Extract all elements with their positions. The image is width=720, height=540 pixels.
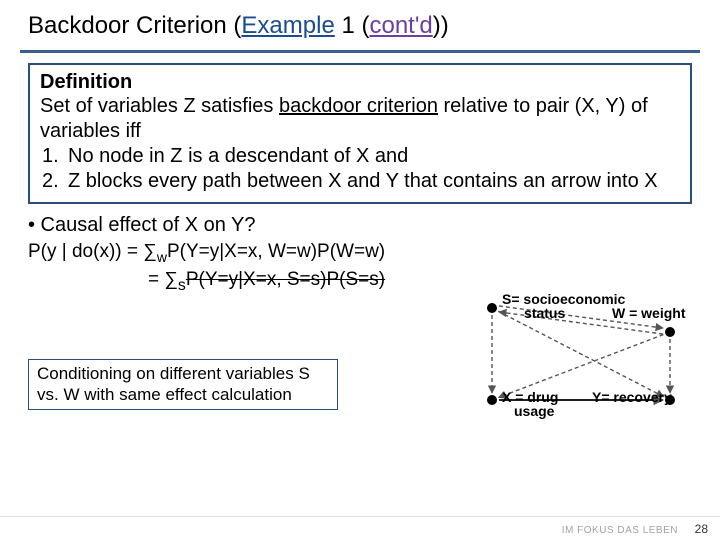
eq2-sigma: ∑ (164, 269, 178, 290)
conditioning-note-box: Conditioning on different variables S vs… (28, 359, 338, 410)
eq1-lhs: P(y | do(x)) = (28, 241, 143, 262)
title-text-b: 1 ( (335, 12, 370, 39)
def-item-1-num: 1. (40, 144, 68, 169)
definition-box: Definition Set of variables Z satisfies … (28, 63, 692, 204)
def-line1-underline: backdoor criterion (279, 95, 438, 117)
label-x-2: usage (514, 404, 554, 419)
label-w: W = weight (612, 306, 686, 321)
causal-graph: S= socioeconomic status W = weight X = d… (452, 290, 712, 430)
footer: IM FOKUS DAS LEBEN 28 (0, 516, 720, 540)
title-text-a: Backdoor Criterion ( (28, 12, 241, 39)
slide-title: Backdoor Criterion (Example 1 (cont'd)) (28, 12, 692, 40)
title-link-example: Example (241, 12, 334, 39)
def-item-1: 1. No node in Z is a descendant of X and (40, 144, 680, 169)
eq2-sub: s (178, 277, 186, 294)
def-line1a: Set of variables Z satisfies (40, 95, 279, 117)
causal-bullet: • Causal effect of X on Y? (28, 214, 692, 237)
definition-heading: Definition (40, 71, 680, 94)
def-item-2-num: 2. (40, 169, 68, 194)
label-s-2: status (524, 306, 565, 321)
label-y: Y= recovery (592, 390, 672, 405)
equation-1: P(y | do(x)) = ∑wP(Y=y|X=x, W=w)P(W=w) (28, 241, 692, 265)
eq1-sub: w (157, 249, 167, 265)
def-item-2-text: Z blocks every path between X and Y that… (68, 169, 680, 194)
title-text-c: )) (433, 12, 449, 39)
title-rule (20, 50, 700, 53)
conditioning-note-text: Conditioning on different variables S vs… (37, 364, 310, 403)
def-item-1-text: No node in Z is a descendant of X and (68, 144, 680, 169)
definition-body: Set of variables Z satisfies backdoor cr… (40, 94, 680, 194)
page-number: 28 (695, 522, 708, 536)
eq2-pre: = (148, 269, 164, 290)
title-area: Backdoor Criterion (Example 1 (cont'd)) (0, 0, 720, 46)
eq1-rhs: P(Y=y|X=x, W=w)P(W=w) (167, 241, 385, 262)
footer-brand: IM FOKUS DAS LEBEN (562, 525, 678, 536)
eq1-sigma: ∑ (143, 241, 157, 262)
title-link-contd: cont'd (369, 12, 432, 39)
eq2-rhs: P(Y=y|X=x, S=s)P(S=s) (186, 269, 385, 290)
def-item-2: 2. Z blocks every path between X and Y t… (40, 169, 680, 194)
